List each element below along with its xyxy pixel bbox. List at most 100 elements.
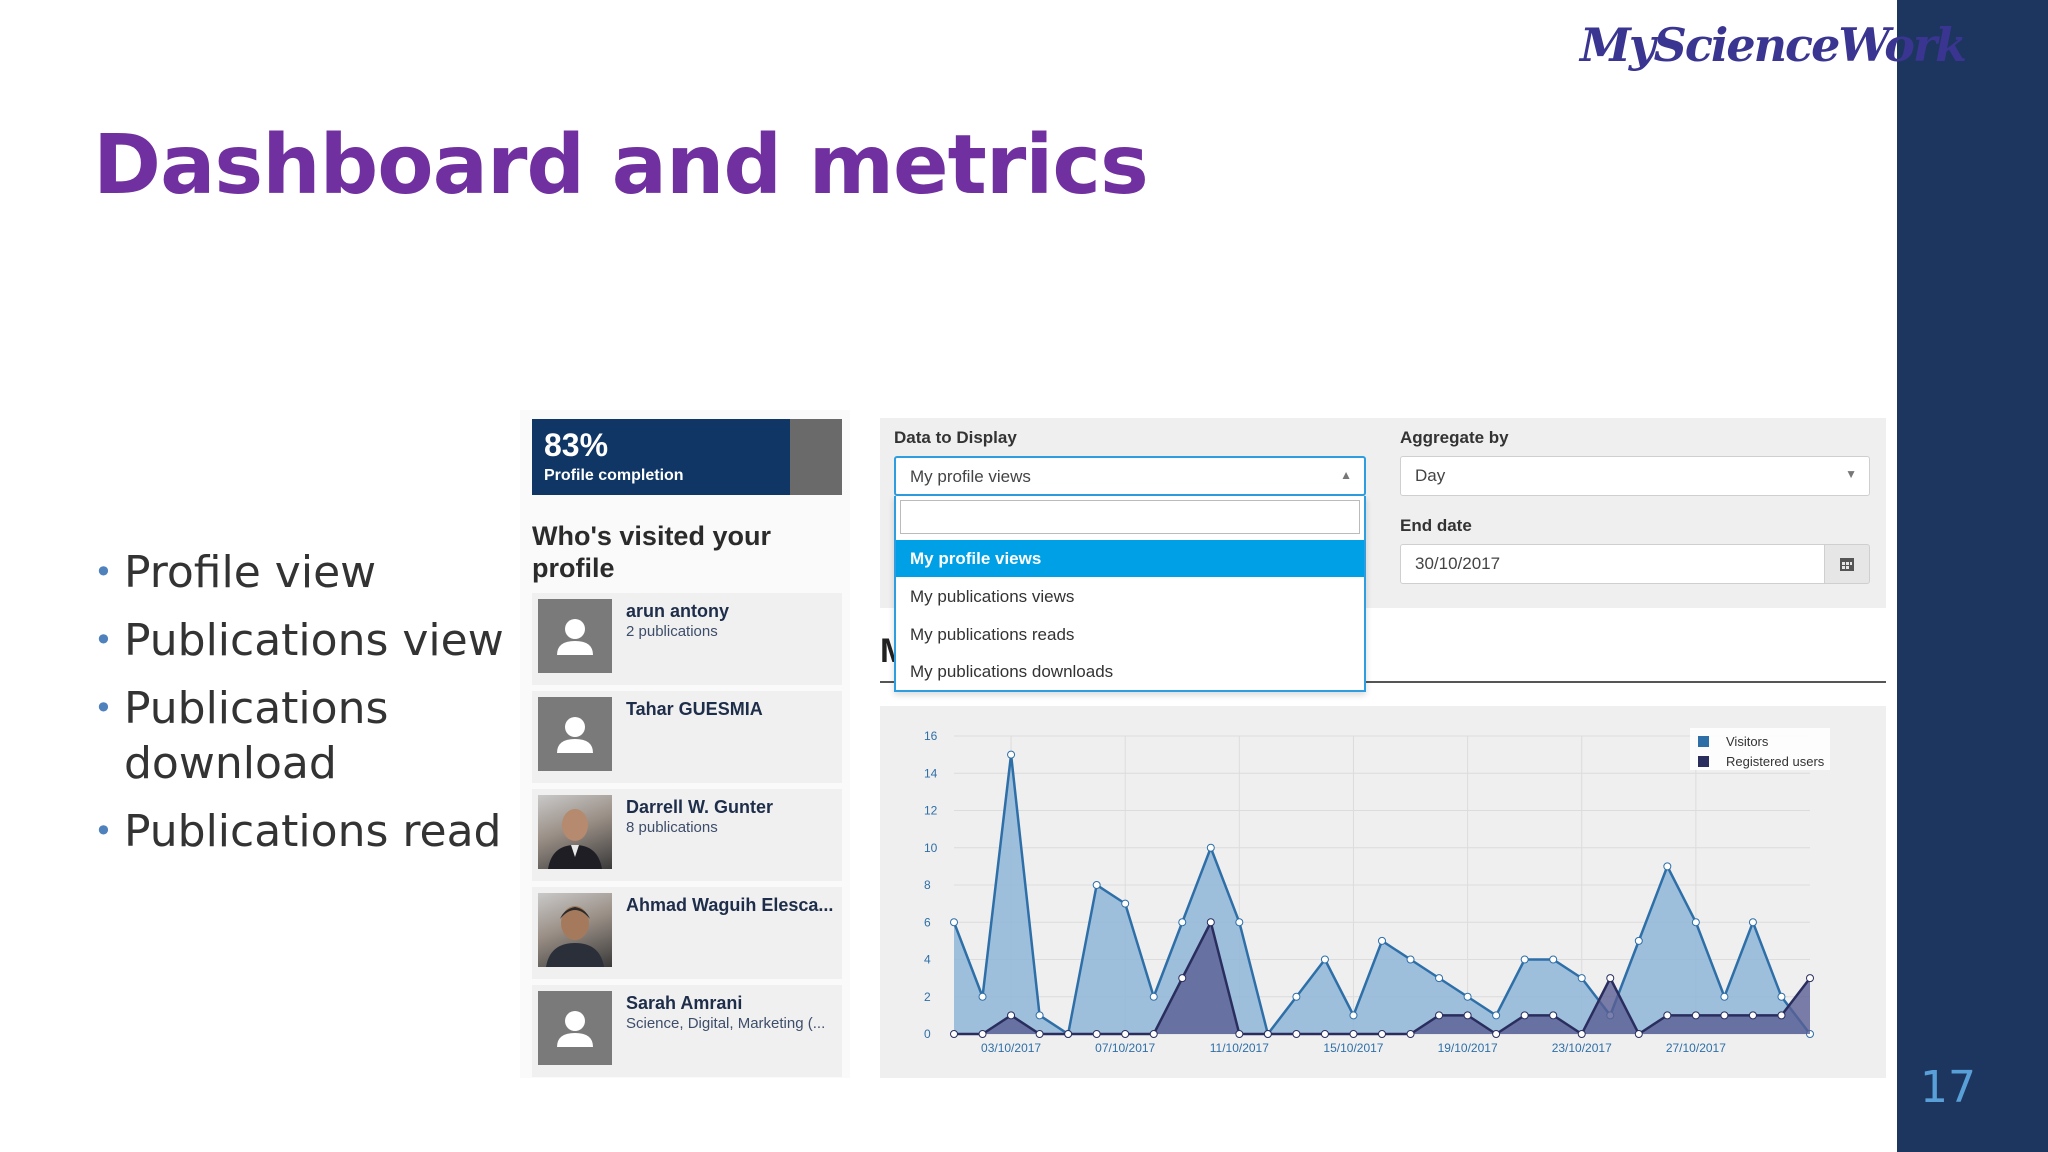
caret-up-icon: ▲ xyxy=(1340,468,1352,482)
legend-label: Visitors xyxy=(1726,734,1769,749)
data-point xyxy=(1292,1030,1301,1038)
bullet-dot-icon: • xyxy=(94,812,113,850)
data-point xyxy=(1349,1011,1358,1020)
dropdown-option[interactable]: My profile views xyxy=(896,540,1364,577)
avatar-photo xyxy=(538,795,612,869)
bullet-item: • Profile view xyxy=(94,547,377,598)
x-tick-label: 15/10/2017 xyxy=(1323,1041,1383,1055)
legend-swatch xyxy=(1698,756,1709,767)
data-point xyxy=(1748,918,1757,927)
dropdown-search-input[interactable] xyxy=(900,500,1360,534)
y-tick-label: 0 xyxy=(924,1027,931,1041)
data-point xyxy=(1178,918,1187,927)
data-point xyxy=(1577,1030,1586,1038)
visitor-card[interactable]: Ahmad Waguih Elesca... xyxy=(532,887,842,979)
data-point xyxy=(1064,1030,1073,1038)
metrics-chart-svg: 0 2 4 6 8 10 12 14 16 03/10/2017 07/10/2017 11/10/2… xyxy=(924,728,1830,1055)
data-point xyxy=(1121,1030,1130,1038)
data-point xyxy=(1492,1030,1501,1038)
visitor-name[interactable]: Darrell W. Gunter xyxy=(626,797,774,817)
y-tick-label: 16 xyxy=(924,729,938,743)
myscienceswork-logo: MyScienceWork xyxy=(1580,18,1967,72)
avatar-placeholder-icon xyxy=(538,697,612,771)
bullet-item: • Publications download xyxy=(94,683,389,789)
visitor-subtitle: 2 publications xyxy=(626,623,718,640)
data-point xyxy=(1777,1011,1786,1020)
data-point xyxy=(1206,918,1215,927)
visitor-name[interactable]: Ahmad Waguih Elesca... xyxy=(626,895,834,915)
data-point xyxy=(1606,974,1615,983)
data-point xyxy=(1378,936,1386,945)
x-tick-label: 23/10/2017 xyxy=(1552,1041,1612,1055)
visitor-card[interactable]: arun antony 2 publications xyxy=(532,593,842,685)
data-point xyxy=(1720,1011,1729,1020)
visitor-subtitle: 8 publications xyxy=(626,819,718,836)
slide-page-number: 17 xyxy=(1920,1062,1976,1113)
data-point xyxy=(1292,992,1301,1001)
visitor-card[interactable]: Tahar GUESMIA xyxy=(532,691,842,783)
dropdown-option[interactable]: My publications downloads xyxy=(910,662,1114,681)
data-point xyxy=(1777,992,1786,1001)
y-tick-label: 12 xyxy=(924,804,938,818)
calendar-button[interactable] xyxy=(1824,544,1870,584)
aggregate-by-label: Aggregate by xyxy=(1400,428,1509,447)
visitor-name[interactable]: arun antony xyxy=(626,601,730,621)
data-point xyxy=(1007,750,1016,759)
heading-divider xyxy=(880,681,1886,683)
aggregate-by-select[interactable]: Day ▼ xyxy=(1400,456,1870,496)
data-point xyxy=(1092,881,1101,889)
dropdown-option[interactable]: My publications views xyxy=(910,587,1075,606)
data-point xyxy=(1349,1030,1358,1038)
visitor-name[interactable]: Tahar GUESMIA xyxy=(626,699,763,719)
metrics-panel: Data to Display My profile views ▲ Aggre… xyxy=(880,418,1886,1078)
data-point xyxy=(1263,1030,1272,1038)
data-point xyxy=(1206,843,1215,852)
data-point xyxy=(1520,1011,1529,1020)
data-point xyxy=(1406,1030,1415,1038)
calendar-icon xyxy=(1840,558,1854,571)
avatar-placeholder-icon xyxy=(538,599,612,673)
data-point xyxy=(1235,918,1244,927)
data-point xyxy=(1178,974,1187,983)
data-point xyxy=(1663,1011,1672,1020)
slide-side-band xyxy=(1897,0,2048,1152)
data-point xyxy=(1520,955,1529,964)
slide-title: Dashboard and metrics xyxy=(93,118,1149,213)
data-point xyxy=(950,1030,958,1038)
y-tick-label: 8 xyxy=(924,878,931,892)
data-point xyxy=(1007,1011,1016,1020)
data-point xyxy=(1035,1011,1044,1020)
bullet-dot-icon: • xyxy=(94,621,113,659)
completion-percent: 83% xyxy=(544,427,609,463)
x-tick-label: 03/10/2017 xyxy=(981,1041,1041,1055)
profile-panel: 83% Profile completion Who's visited you… xyxy=(520,410,850,1078)
data-to-display-select[interactable]: My profile views ▲ xyxy=(894,456,1366,496)
data-point xyxy=(1149,1030,1158,1038)
visitor-name[interactable]: Sarah Amrani xyxy=(626,993,743,1013)
data-point xyxy=(1435,1011,1444,1020)
y-tick-label: 10 xyxy=(924,841,938,855)
completion-label: Profile completion xyxy=(544,467,684,484)
data-point xyxy=(1463,992,1472,1001)
data-point xyxy=(1748,1011,1757,1020)
data-point xyxy=(1806,974,1814,983)
data-point xyxy=(1720,992,1729,1001)
visitor-card[interactable]: Sarah Amrani Science, Digital, Marketing… xyxy=(532,985,842,1077)
x-tick-label: 27/10/2017 xyxy=(1666,1041,1726,1055)
visitor-card[interactable]: Darrell W. Gunter 8 publications xyxy=(532,789,842,881)
metrics-chart: 0 2 4 6 8 10 12 14 16 03/10/2017 07/10/2017 11/10/2… xyxy=(880,706,1886,1078)
data-point xyxy=(1092,1030,1101,1038)
data-point xyxy=(1378,1030,1386,1038)
feature-bullet-list: • Profile view • Publications view • Public… xyxy=(92,545,512,872)
data-point xyxy=(1691,1011,1700,1020)
y-tick-label: 6 xyxy=(924,915,931,929)
data-point xyxy=(1149,992,1158,1001)
avatar-placeholder-icon xyxy=(538,991,612,1065)
dropdown-option[interactable]: My publications reads xyxy=(910,625,1075,644)
end-date-input[interactable]: 30/10/2017 xyxy=(1400,544,1826,584)
data-point xyxy=(950,918,958,927)
data-point xyxy=(1435,974,1444,983)
data-point xyxy=(1492,1011,1501,1020)
data-point xyxy=(1463,1011,1472,1020)
x-tick-label: 07/10/2017 xyxy=(1095,1041,1155,1055)
